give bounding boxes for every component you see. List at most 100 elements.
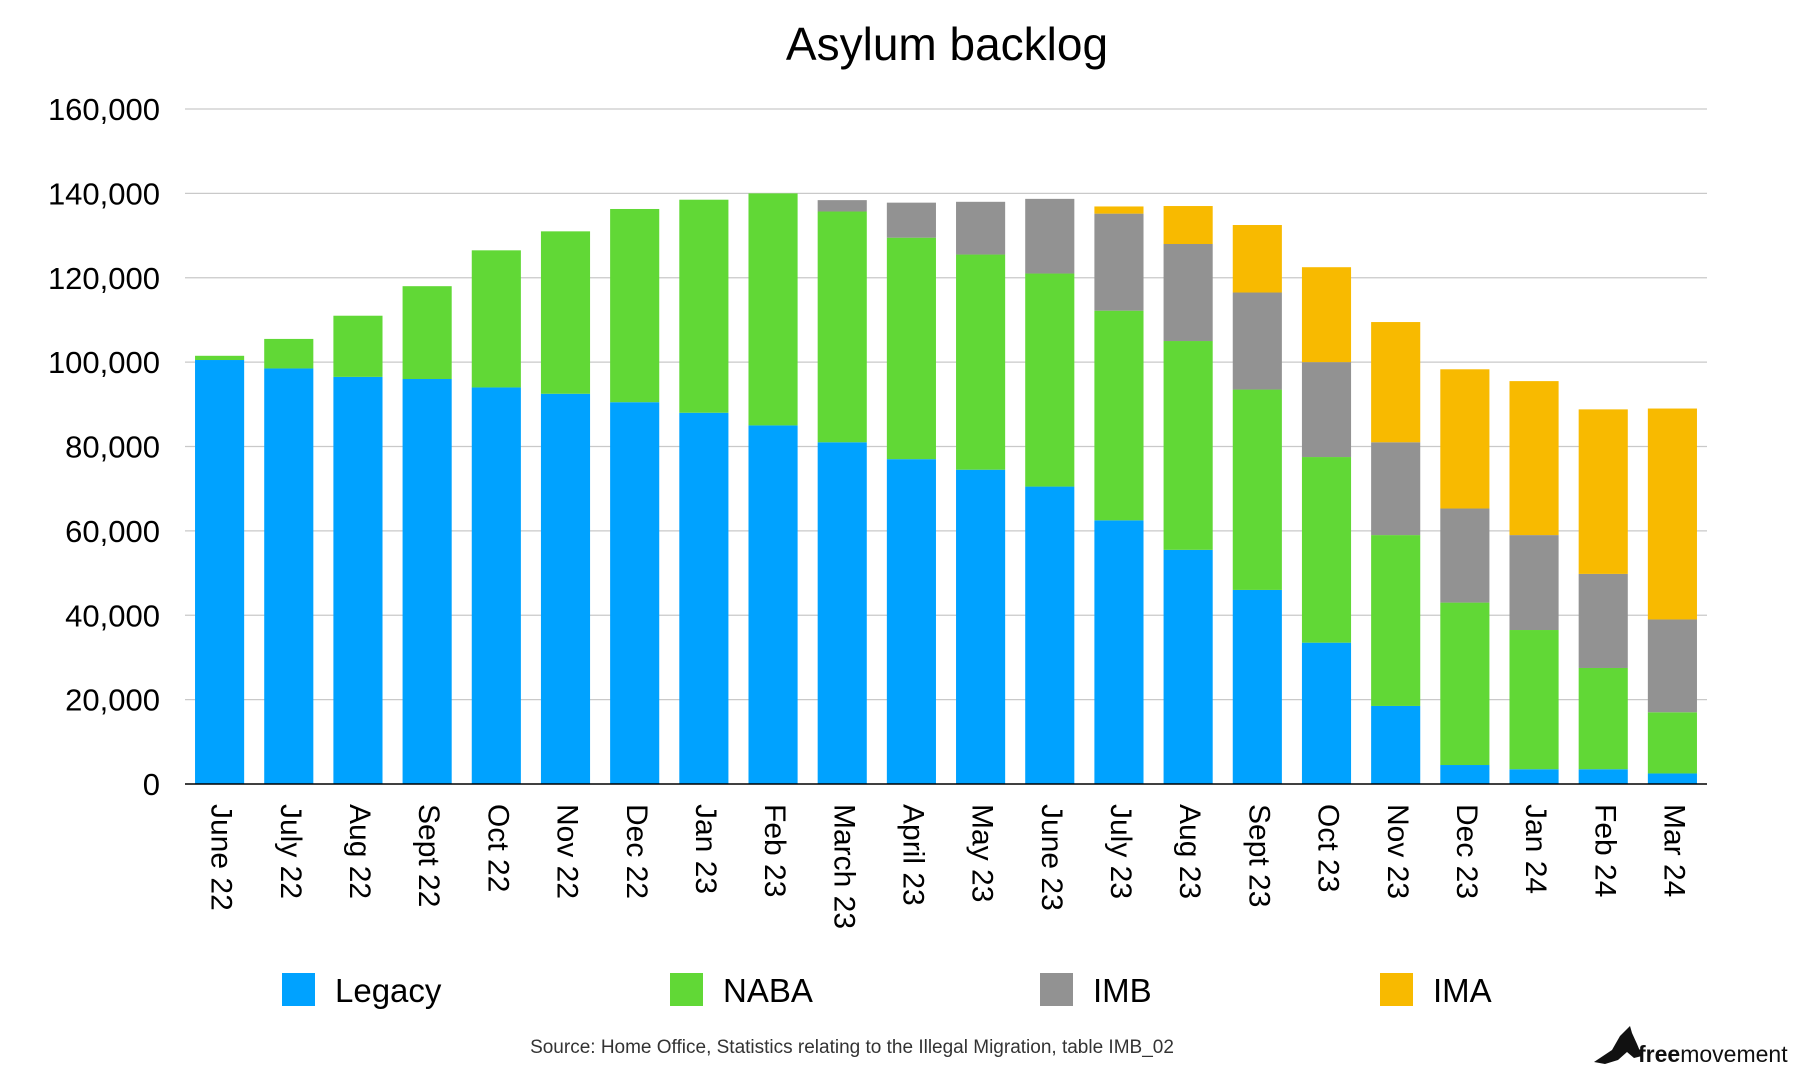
bar-segment-legacy (1094, 520, 1144, 784)
bar-segment-imb (886, 202, 936, 238)
x-tick-label: May 23 (966, 804, 999, 902)
bar-segment-naba (402, 286, 452, 379)
x-tick-label: Sept 22 (412, 804, 445, 907)
x-tick-label: Dec 22 (620, 804, 653, 899)
bar-segment-legacy (817, 442, 867, 784)
bar-segment-naba (748, 193, 798, 426)
y-tick-label: 140,000 (48, 176, 160, 211)
bar-segment-legacy (1301, 642, 1352, 784)
bar-segment-naba (1163, 341, 1213, 550)
bar-segment-legacy (1440, 765, 1490, 784)
bar-segment-imb (1371, 442, 1421, 536)
bar-segment-ima (1094, 206, 1144, 214)
bar-segment-imb (1163, 244, 1213, 342)
bar-segment-ima (1301, 267, 1352, 363)
x-tick-label: Sept 23 (1242, 804, 1275, 907)
brand-logo: freemovement (1594, 1026, 1788, 1067)
x-tick-label: April 23 (896, 804, 929, 906)
bar-segment-naba (1509, 630, 1559, 770)
bar-segment-naba (610, 208, 660, 403)
bar-segment-naba (1647, 712, 1697, 774)
x-tick-label: Dec 23 (1450, 804, 1483, 899)
bar-segment-legacy (333, 376, 383, 784)
bar-segment-imb (1440, 508, 1490, 603)
bar-segment-legacy (1647, 773, 1697, 784)
bar-segment-legacy (610, 402, 660, 784)
bar-segment-naba (1301, 457, 1352, 643)
x-tick-label: Jan 24 (1519, 804, 1552, 894)
bird-icon (1594, 1026, 1642, 1064)
bar-segment-naba (679, 199, 729, 413)
y-tick-label: 160,000 (48, 92, 160, 127)
legend: Legacy NABA IMB IMA (282, 972, 1492, 1009)
y-axis-ticks: 0 20,000 40,000 60,000 80,000 100,000 120,000 1… (48, 92, 160, 802)
logo-text-bold: free (1638, 1041, 1680, 1067)
x-tick-label: Oct 22 (481, 804, 514, 892)
chart-title: Asylum backlog (786, 18, 1108, 70)
x-tick-label: July 23 (1104, 804, 1137, 899)
bar-segment-naba (1232, 389, 1282, 590)
legend-swatch (670, 973, 703, 1006)
bar-segment-ima (1578, 409, 1628, 574)
bar-segment-ima (1163, 206, 1213, 244)
legend-label: NABA (723, 972, 813, 1009)
bar-segment-naba (956, 254, 1006, 470)
x-tick-label: June 22 (205, 804, 238, 911)
bar-segment-naba (1094, 310, 1144, 521)
logo-text: freemovement (1638, 1041, 1788, 1067)
bar-segment-ima (1509, 381, 1559, 536)
bar-segment-naba (264, 338, 314, 369)
bar-segment-naba (540, 231, 591, 394)
x-tick-label: Feb 23 (758, 804, 791, 897)
bar-segment-imb (1232, 292, 1282, 390)
bar-segment-imb (1025, 198, 1075, 274)
legend-label: IMA (1433, 972, 1492, 1009)
bar-segment-naba (333, 315, 383, 377)
x-tick-label: Nov 23 (1381, 804, 1414, 899)
x-tick-label: Jan 23 (689, 804, 722, 894)
bars (195, 193, 1697, 784)
bar-segment-legacy (1025, 486, 1075, 784)
bar-segment-naba (195, 355, 245, 361)
bar-segment-legacy (540, 393, 591, 784)
bar-segment-legacy (1371, 705, 1421, 784)
bar-segment-naba (1578, 667, 1628, 770)
y-tick-label: 40,000 (65, 598, 160, 633)
x-tick-label: Aug 23 (1173, 804, 1206, 899)
x-tick-label: June 23 (1035, 804, 1068, 911)
bar-segment-ima (1232, 225, 1282, 293)
bar-segment-ima (1440, 369, 1490, 509)
bar-segment-naba (886, 237, 936, 460)
y-tick-label: 80,000 (65, 430, 160, 465)
y-tick-label: 20,000 (65, 683, 160, 718)
bar-segment-legacy (748, 425, 798, 784)
y-tick-label: 120,000 (48, 261, 160, 296)
legend-swatch (282, 973, 315, 1006)
bar-segment-legacy (1163, 549, 1213, 784)
x-tick-label: Mar 24 (1657, 804, 1690, 897)
legend-label: IMB (1093, 972, 1152, 1009)
bar-segment-legacy (886, 459, 936, 784)
y-tick-label: 100,000 (48, 345, 160, 380)
x-tick-label: Feb 24 (1588, 804, 1621, 897)
bar-segment-ima (1371, 322, 1421, 443)
bar-segment-imb (817, 200, 867, 212)
legend-label: Legacy (335, 972, 442, 1009)
bar-segment-ima (1647, 408, 1697, 620)
x-tick-label: Oct 23 (1312, 804, 1345, 892)
x-tick-label: March 23 (827, 804, 860, 929)
y-tick-label: 60,000 (65, 514, 160, 549)
x-axis-ticks: June 22 July 22 Aug 22 Sept 22 Oct 22 Nov 22 D… (205, 804, 1691, 929)
legend-swatch (1040, 973, 1073, 1006)
bar-segment-imb (1094, 213, 1144, 311)
y-tick-label: 0 (143, 767, 160, 802)
x-tick-label: July 22 (274, 804, 307, 899)
bar-segment-legacy (402, 379, 452, 784)
legend-swatch (1380, 973, 1413, 1006)
bar-segment-legacy (1232, 589, 1282, 784)
logo-text-rest: movement (1680, 1041, 1788, 1067)
bar-segment-legacy (1578, 769, 1628, 784)
source-note: Source: Home Office, Statistics relating… (530, 1037, 1174, 1058)
bar-segment-legacy (195, 360, 245, 784)
